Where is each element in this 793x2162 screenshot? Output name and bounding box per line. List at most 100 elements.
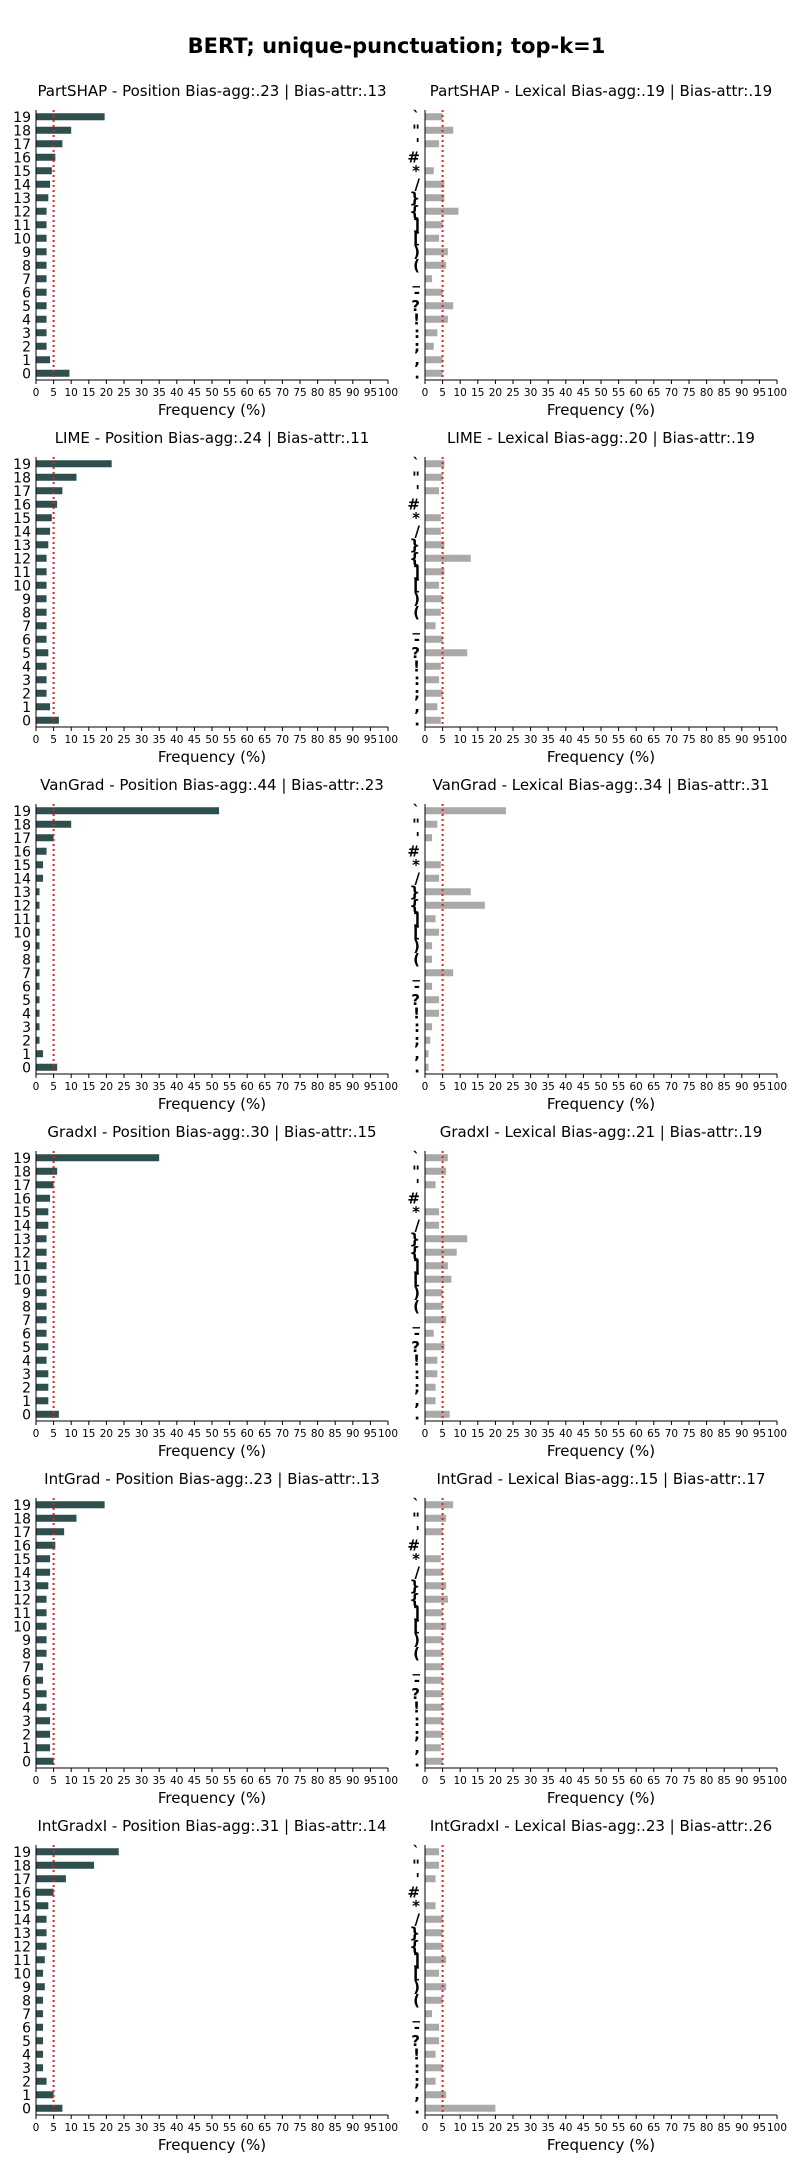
chart-2-bar-8 [425,261,447,269]
chart-9-xtick-label-5: 25 [117,1775,130,1787]
chart-4-xtick-label-5: 25 [506,734,519,746]
chart-8-bar-4 [425,1356,438,1364]
chart-9-xlabel: Frequency (%) [158,1789,266,1807]
chart-11-xtick-label-5: 25 [117,2122,130,2134]
chart-9-ytick-label-3: 3 [22,1714,31,1730]
chart-10-xtick-label-17: 85 [718,1775,731,1787]
chart-6-ytick-label-18: " [412,815,420,833]
chart-1-bar-17 [36,140,63,148]
chart-9-bar-12 [36,1595,47,1603]
chart-7-bar-10 [36,1275,47,1283]
chart-9-xtick-label-0: 0 [33,1775,40,1787]
chart-4-bar-5 [425,649,468,657]
chart-1-bar-4 [36,315,47,323]
chart-1-bar-14 [36,180,51,188]
chart-8-xtick-label-7: 35 [542,1428,555,1440]
chart-2-bar-2 [425,342,434,350]
chart-5-xtick-label-4: 20 [100,1081,113,1093]
chart-11-ytick-label-15: 15 [13,1899,31,1915]
chart-7-xtick-label-15: 75 [293,1428,306,1440]
chart-3-ytick-label-1: 1 [22,700,31,716]
chart-5-xtick-label-5: 25 [117,1081,130,1093]
chart-5-xtick-label-18: 90 [346,1081,359,1093]
chart-5-ytick-label-6: 6 [22,979,31,995]
chart-10-xtick-label-16: 80 [700,1775,713,1787]
chart-5-ytick-label-9: 9 [22,939,31,955]
chart-12-ytick-label-15: * [412,1897,420,1915]
chart-6-xtick-label-1: 5 [439,1081,446,1093]
chart-3-ytick-label-13: 13 [13,538,31,554]
chart-4-bar-12 [425,554,471,562]
chart-9-ytick-label-13: 13 [13,1579,31,1595]
chart-4-bar-15 [425,514,441,522]
chart-9-bar-5 [36,1690,47,1698]
chart-2-bar-5 [425,302,454,310]
chart-3-ytick-label-14: 14 [13,524,31,540]
chart-7: GradxI - Position Bias-agg:.30 | Bias-at… [13,1123,398,1460]
chart-10-bar-7 [425,1663,443,1671]
chart-12-xtick-label-6: 30 [524,2122,537,2134]
chart-7-xtick-label-1: 5 [50,1428,57,1440]
chart-9-ytick-label-2: 2 [22,1727,31,1743]
chart-11-xtick-label-13: 65 [258,2122,271,2134]
chart-11-ytick-label-19: 19 [13,1845,31,1861]
chart-9-bar-15 [36,1555,51,1563]
chart-12-ytick-label-13: } [409,1924,420,1942]
chart-8-xtick-label-16: 80 [700,1428,713,1440]
chart-3-bar-2 [36,689,47,697]
chart-7-xtick-label-7: 35 [153,1428,166,1440]
chart-11-xtick-label-8: 40 [170,2122,183,2134]
chart-7-xtick-label-17: 85 [329,1428,342,1440]
chart-6-bar-7 [425,969,454,977]
chart-12-xtick-label-20: 100 [767,2122,787,2134]
chart-6-xtick-label-5: 25 [506,1081,519,1093]
chart-4-ytick-label-1: , [414,698,420,716]
chart-10-xtick-label-4: 20 [489,1775,502,1787]
chart-3-ytick-label-3: 3 [22,673,31,689]
chart-12-bar-14 [425,1915,443,1923]
chart-11-bar-1 [36,2091,54,2099]
chart-8-ytick-label-8: ( [413,1297,420,1315]
chart-7-xlabel: Frequency (%) [158,1442,266,1460]
chart-4-xlabel: Frequency (%) [547,748,655,766]
chart-1-xtick-label-7: 35 [153,387,166,399]
chart-11-bar-17 [36,1875,66,1883]
chart-7-ytick-label-11: 11 [13,1259,31,1275]
chart-2-xtick-label-1: 5 [439,387,446,399]
chart-3-xtick-label-7: 35 [153,734,166,746]
chart-4-xtick-label-2: 10 [454,734,467,746]
chart-1-ytick-label-0: 0 [22,366,31,382]
chart-2-bar-17 [425,140,440,148]
chart-2-bar-11 [425,221,443,229]
chart-2-xtick-label-9: 45 [577,387,590,399]
chart-5-ytick-label-8: 8 [22,952,31,968]
chart-1-xtick-label-9: 45 [188,387,201,399]
chart-7-bar-5 [36,1343,49,1351]
chart-4-ytick-label-13: } [409,536,420,554]
chart-4-xtick-label-14: 70 [665,734,678,746]
chart-2-ytick-label-9: ) [413,243,420,261]
chart-6-xtick-label-18: 90 [735,1081,748,1093]
chart-3-bar-15 [36,514,52,522]
chart-8-ytick-label-18: " [412,1162,420,1180]
chart-4-bar-17 [425,487,440,495]
chart-7-ytick-label-8: 8 [22,1299,31,1315]
chart-9-ytick-label-11: 11 [13,1606,31,1622]
chart-2-ytick-label-13: } [409,189,420,207]
chart-4-ytick-label-5: ? [411,644,420,662]
chart-6-bar-4 [425,1009,440,1017]
chart-3-ytick-label-4: 4 [22,659,31,675]
chart-8-bar-15 [425,1208,440,1216]
chart-2-xtick-label-16: 80 [700,387,713,399]
chart-9-ytick-label-12: 12 [13,1592,31,1608]
chart-5-xtick-label-14: 70 [276,1081,289,1093]
chart-4-ytick-label-16: # [407,495,420,513]
chart-8-xtick-label-19: 95 [753,1428,766,1440]
chart-5-xtick-label-15: 75 [293,1081,306,1093]
chart-12-bar-6 [425,2023,440,2031]
chart-3-xtick-label-19: 95 [364,734,377,746]
chart-5-xtick-label-13: 65 [258,1081,271,1093]
chart-8-bar-14 [425,1221,440,1229]
chart-7-xtick-label-2: 10 [65,1428,78,1440]
chart-6-xtick-label-11: 55 [612,1081,625,1093]
